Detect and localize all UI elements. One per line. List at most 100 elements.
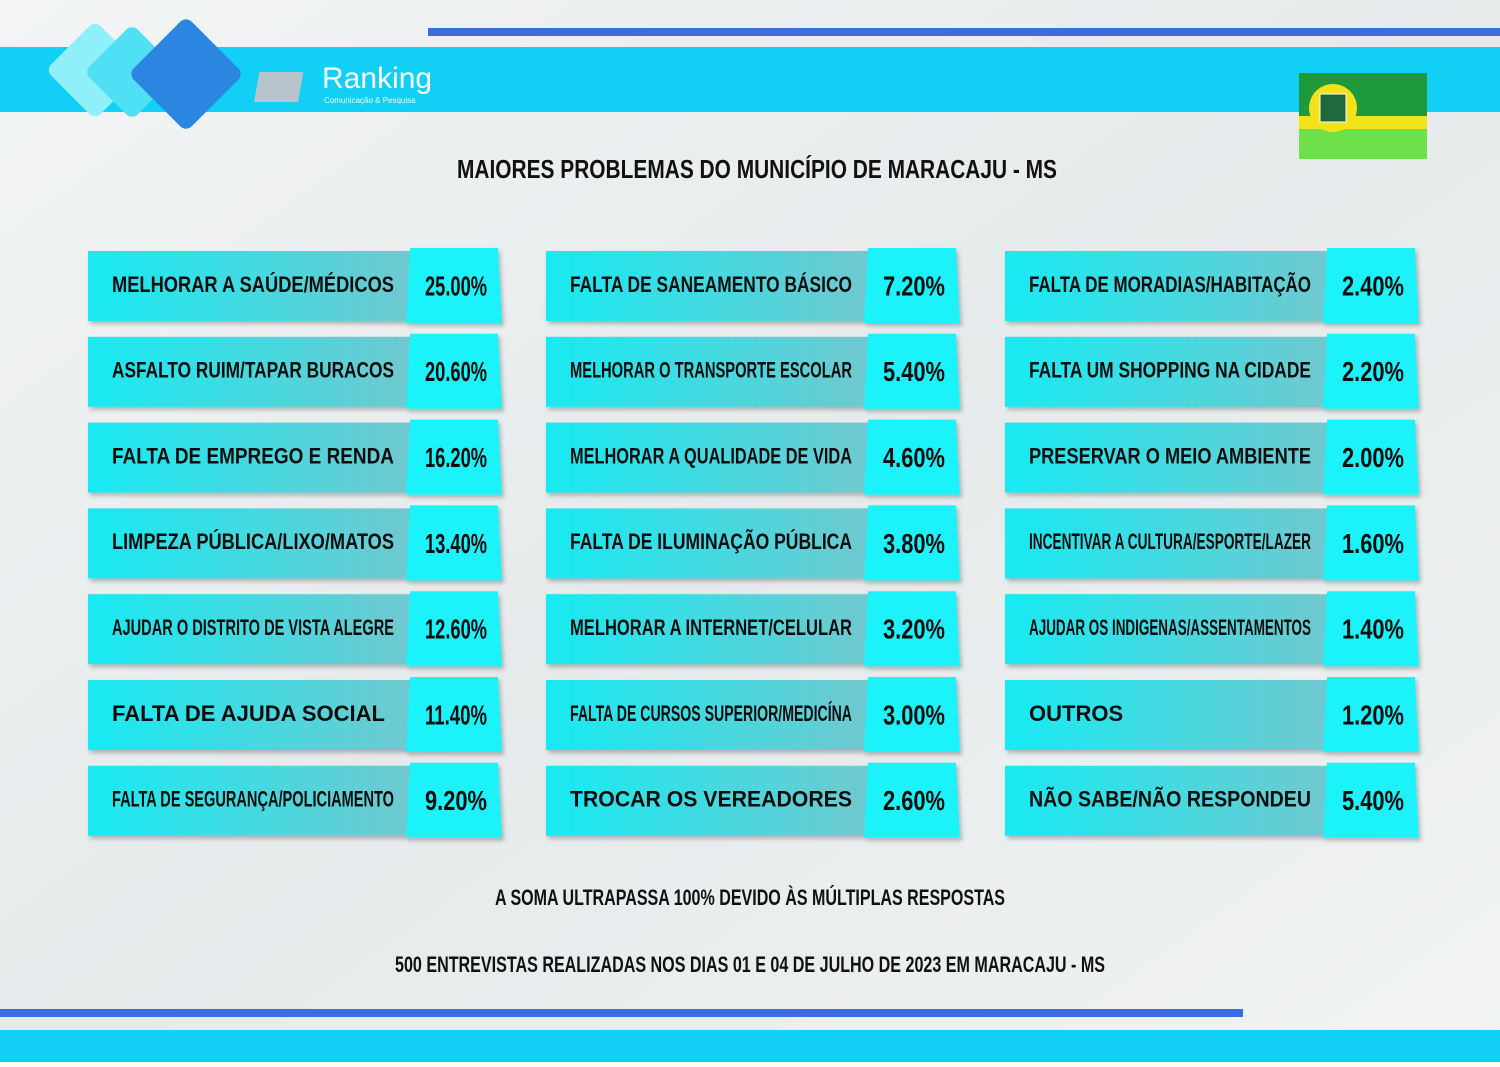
- logo-name: Ranking: [322, 62, 432, 95]
- value-box: [406, 505, 502, 581]
- logo-diamonds: [48, 19, 241, 129]
- item: FALTA DE SANEAMENTO BÁSICO 7.20%: [546, 248, 960, 323]
- item-label: AJUDAR O DISTRITO DE VISTA ALEGRE: [112, 615, 394, 640]
- label-box: [1005, 422, 1327, 493]
- value-box: [864, 248, 960, 323]
- value-box: [1323, 762, 1419, 838]
- item: ASFALTO RUIM/TAPAR BURACOS 20.60%: [88, 333, 502, 409]
- item: FALTA DE SEGURANÇA/POLICIAMENTO 9.20%: [88, 762, 502, 838]
- label-box: [1005, 251, 1327, 321]
- label-box: [88, 508, 410, 579]
- item-label: MELHORAR A QUALIDADE DE VIDA: [570, 443, 852, 468]
- item-label: MELHORAR A SAÚDE/MÉDICOS: [112, 272, 394, 297]
- label-box: [546, 422, 868, 493]
- value-box: [864, 677, 960, 752]
- value-box: [1323, 505, 1419, 581]
- item-label: LIMPEZA PÚBLICA/LIXO/MATOS: [112, 529, 394, 554]
- item-value: 2.40%: [1342, 270, 1404, 301]
- item: MELHORAR A INTERNET/CELULAR 3.20%: [546, 591, 960, 667]
- item-value: 13.40%: [425, 528, 487, 559]
- value-box: [406, 762, 502, 838]
- item-value: 1.40%: [1342, 614, 1404, 645]
- item: FALTA DE MORADIAS/HABITAÇÃO 2.40%: [1005, 248, 1419, 323]
- item-label: FALTA DE AJUDA SOCIAL: [112, 701, 385, 726]
- label-box: [88, 680, 410, 750]
- value-box: [864, 505, 960, 581]
- item: INCENTIVAR A CULTURA/ESPORTE/LAZER 1.60%: [1005, 505, 1419, 581]
- item-value: 9.20%: [425, 785, 487, 816]
- value-box: [406, 419, 502, 495]
- value-box: [1323, 677, 1419, 752]
- label-box: [88, 594, 410, 665]
- value-box: [406, 333, 502, 409]
- item-value: 2.20%: [1342, 356, 1404, 387]
- item-label: INCENTIVAR A CULTURA/ESPORTE/LAZER: [1029, 529, 1311, 554]
- label-box: [1005, 508, 1327, 579]
- item-label: AJUDAR OS INDIGENAS/ASSENTAMENTOS: [1029, 615, 1311, 640]
- item-label: MELHORAR O TRANSPORTE ESCOLAR: [570, 358, 852, 383]
- item-value: 3.00%: [883, 699, 945, 730]
- item-label: FALTA DE MORADIAS/HABITAÇÃO: [1029, 272, 1311, 297]
- item-value: 25.00%: [425, 270, 487, 301]
- value-box: [864, 591, 960, 667]
- item-value: 7.20%: [883, 270, 945, 301]
- item-value: 11.40%: [425, 699, 487, 730]
- item: MELHORAR A QUALIDADE DE VIDA 4.60%: [546, 419, 960, 495]
- item-label: PRESERVAR O MEIO AMBIENTE: [1029, 443, 1311, 468]
- item-label: FALTA DE EMPREGO E RENDA: [112, 443, 394, 468]
- label-box: [546, 251, 868, 321]
- label-box: [1005, 680, 1327, 750]
- value-box: [864, 333, 960, 409]
- label-box: [88, 422, 410, 493]
- label-box: [88, 336, 410, 407]
- label-box: [88, 765, 410, 836]
- item-value: 5.40%: [883, 356, 945, 387]
- item: TROCAR OS VEREADORES 2.60%: [546, 762, 960, 838]
- item-label: OUTROS: [1029, 701, 1123, 726]
- top-band: [0, 47, 1500, 112]
- item-value: 2.60%: [883, 785, 945, 816]
- item: FALTA DE ILUMINAÇÃO PÚBLICA 3.80%: [546, 505, 960, 581]
- item: FALTA DE EMPREGO E RENDA 16.20%: [88, 419, 502, 495]
- item-label: FALTA DE SANEAMENTO BÁSICO: [570, 272, 852, 297]
- label-box: [1005, 594, 1327, 665]
- logo: Ranking Comunicação & Pesquisa: [254, 62, 432, 105]
- item: AJUDAR OS INDIGENAS/ASSENTAMENTOS 1.40%: [1005, 591, 1419, 667]
- label-box: [1005, 765, 1327, 836]
- title: MAIORES PROBLEMAS DO MUNICÍPIO DE MARACA…: [457, 154, 1057, 184]
- value-box: [1323, 591, 1419, 667]
- label-box: [546, 594, 868, 665]
- bottom-band: [0, 1030, 1500, 1062]
- value-box: [1323, 333, 1419, 409]
- value-box: [1323, 419, 1419, 495]
- item-label: FALTA DE ILUMINAÇÃO PÚBLICA: [570, 529, 852, 554]
- logo-tagline: Comunicação & Pesquisa: [324, 96, 416, 105]
- item-value: 16.20%: [425, 442, 487, 473]
- label-box: [546, 680, 868, 750]
- item-label: ASFALTO RUIM/TAPAR BURACOS: [112, 358, 394, 383]
- item-label: NÃO SABE/NÃO RESPONDEU: [1029, 787, 1311, 812]
- item-value: 3.20%: [883, 614, 945, 645]
- item: AJUDAR O DISTRITO DE VISTA ALEGRE 12.60%: [88, 591, 502, 667]
- value-box: [406, 677, 502, 752]
- value-box: [1323, 248, 1419, 323]
- label-box: [88, 251, 410, 321]
- label-box: [546, 336, 868, 407]
- item: NÃO SABE/NÃO RESPONDEU 5.40%: [1005, 762, 1419, 838]
- value-box: [406, 248, 502, 323]
- item-value: 5.40%: [1342, 785, 1404, 816]
- item-value: 1.20%: [1342, 699, 1404, 730]
- item-value: 1.60%: [1342, 528, 1404, 559]
- value-box: [864, 762, 960, 838]
- item: MELHORAR A SAÚDE/MÉDICOS 25.00%: [88, 248, 502, 323]
- label-box: [546, 508, 868, 579]
- footer-source: 500 ENTREVISTAS REALIZADAS NOS DIAS 01 E…: [395, 952, 1105, 977]
- item-label: FALTA UM SHOPPING NA CIDADE: [1029, 358, 1311, 383]
- label-box: [1005, 336, 1327, 407]
- items: MELHORAR A SAÚDE/MÉDICOS 25.00% ASFALTO RU…: [88, 248, 1419, 838]
- item-label: MELHORAR A INTERNET/CELULAR: [570, 615, 852, 640]
- item: FALTA UM SHOPPING NA CIDADE 2.20%: [1005, 333, 1419, 409]
- item-value: 2.00%: [1342, 442, 1404, 473]
- flag: [1299, 73, 1427, 159]
